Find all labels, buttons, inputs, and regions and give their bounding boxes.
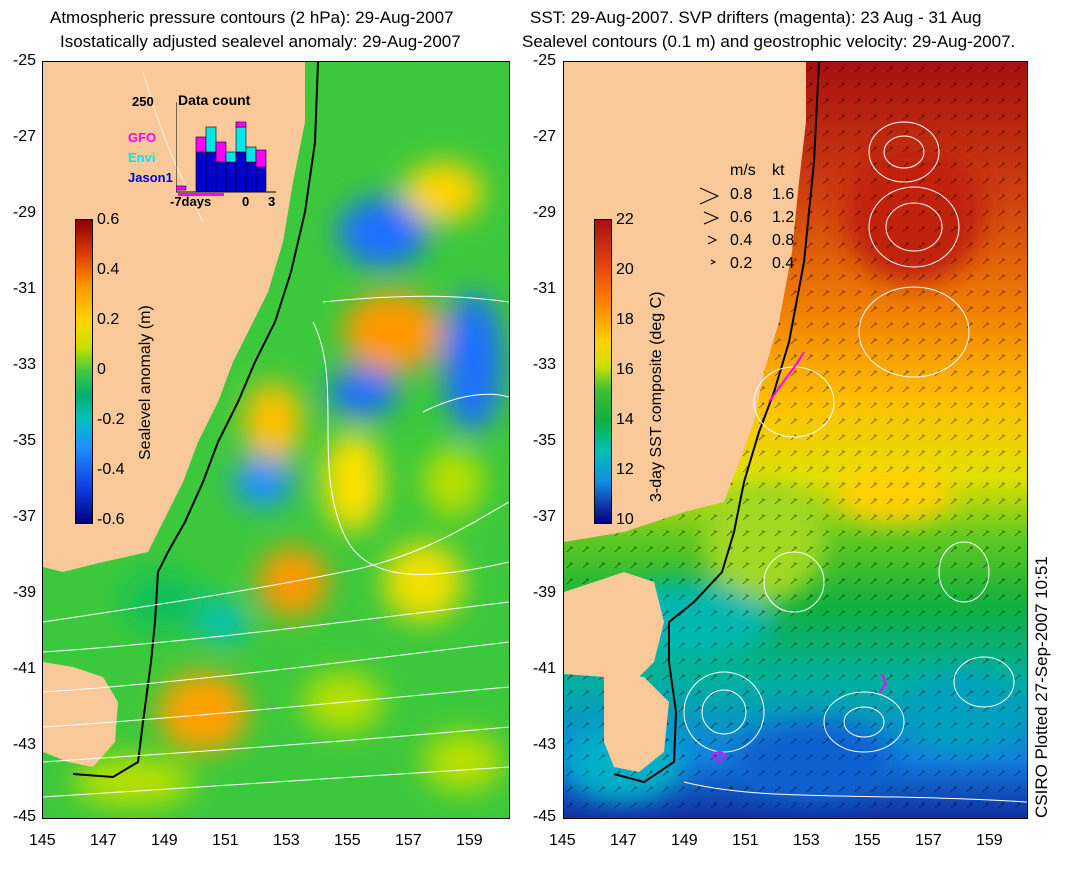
lon-tick-label: 155 xyxy=(334,832,361,849)
lon-tick-label: 145 xyxy=(29,832,56,849)
velocity-key-ms: 0.6 xyxy=(730,209,753,226)
lat-tick-label: -25 xyxy=(12,52,36,69)
inset-x-label-zero: 0 xyxy=(242,194,250,209)
sealevel-tick: 0.2 xyxy=(97,311,120,328)
sealevel-tick: -0.4 xyxy=(97,461,125,478)
sst-tick: 12 xyxy=(616,461,634,478)
sst-tick: 20 xyxy=(616,261,634,278)
mainland-australia xyxy=(564,62,806,542)
lon-tick-label: 159 xyxy=(456,832,483,849)
lat-tick-label: -27 xyxy=(12,128,36,145)
lon-tick-label: 151 xyxy=(212,832,239,849)
lat-tick-label: -33 xyxy=(532,356,556,373)
lat-tick-label: -39 xyxy=(532,584,556,601)
lat-tick-label: -37 xyxy=(532,508,556,525)
lon-tick-label: 145 xyxy=(549,832,576,849)
sst-field xyxy=(564,62,1027,818)
right-title-line2: Sealevel contours (0.1 m) and geostrophi… xyxy=(522,32,1016,51)
tasmania xyxy=(604,672,669,772)
inset-max-label: 250 xyxy=(132,94,154,109)
lat-tick-label: -35 xyxy=(12,432,36,449)
sealevel-tick: 0.6 xyxy=(97,211,120,228)
lon-tick-label: 157 xyxy=(915,832,942,849)
lat-tick-label: -31 xyxy=(12,280,36,297)
lon-tick-label: 153 xyxy=(273,832,300,849)
velocity-key-kt: 1.2 xyxy=(772,209,795,226)
velocity-key: m/s kt 0.8 1.6 0.6 1.2 0.4 0.8 0.2 0.4 xyxy=(698,162,818,272)
velocity-key-header-kt: kt xyxy=(772,162,785,179)
sst-tick: 14 xyxy=(616,411,634,428)
sealevel-tick: 0.4 xyxy=(97,261,120,278)
lon-tick-label: 147 xyxy=(610,832,637,849)
inset-bars xyxy=(176,102,276,196)
sealevel-tick: 0 xyxy=(97,361,106,378)
velocity-key-kt: 0.8 xyxy=(772,232,795,249)
sst-colorbar-label: 3-day SST composite (deg C) xyxy=(648,291,665,502)
lon-tick-label: 151 xyxy=(732,832,759,849)
lat-tick-label: -41 xyxy=(532,660,556,677)
sst-colorbar xyxy=(594,219,612,524)
lat-tick-label: -29 xyxy=(532,204,556,221)
lon-tick-label: 153 xyxy=(793,832,820,849)
lon-tick-label: 149 xyxy=(151,832,178,849)
lat-tick-label: -43 xyxy=(12,736,36,753)
lat-tick-label: -41 xyxy=(12,660,36,677)
lon-tick-label: 157 xyxy=(395,832,422,849)
left-title-line1: Atmospheric pressure contours (2 hPa): 2… xyxy=(50,8,454,27)
velocity-key-kt: 0.4 xyxy=(772,255,795,272)
lat-tick-label: -29 xyxy=(12,204,36,221)
velocity-key-header-ms: m/s xyxy=(730,162,756,179)
inset-x-label-end: 3 xyxy=(268,194,276,209)
velocity-arrow-glyphs xyxy=(699,187,720,265)
lat-tick-label: -33 xyxy=(12,356,36,373)
inset-x-label-start: -7days xyxy=(170,194,212,209)
inset-title: Data count xyxy=(178,92,251,108)
right-title-line1: SST: 29-Aug-2007. SVP drifters (magenta)… xyxy=(530,8,982,27)
legend-envi: Envi xyxy=(128,150,156,165)
lat-tick-label: -43 xyxy=(532,736,556,753)
lon-tick-label: 149 xyxy=(671,832,698,849)
lon-tick-label: 159 xyxy=(976,832,1003,849)
sst-tick: 22 xyxy=(616,211,634,228)
sst-tick: 16 xyxy=(616,361,634,378)
lat-tick-label: -35 xyxy=(532,432,556,449)
lon-tick-label: 147 xyxy=(90,832,117,849)
lat-tick-label: -45 xyxy=(532,808,556,825)
sealevel-colorbar xyxy=(75,219,93,524)
lat-tick-label: -37 xyxy=(12,508,36,525)
sealevel-tick: -0.6 xyxy=(97,511,125,528)
sst-map: 22 20 18 16 14 12 10 3-day SST composite… xyxy=(563,61,1028,819)
sst-tick: 18 xyxy=(616,311,634,328)
left-title-line2: Isostatically adjusted sealevel anomaly:… xyxy=(60,32,461,51)
lat-tick-label: -31 xyxy=(532,280,556,297)
sst-tick: 10 xyxy=(616,511,634,528)
victoria-coast xyxy=(564,572,664,682)
lat-tick-label: -25 xyxy=(532,52,556,69)
lat-tick-label: -39 xyxy=(12,584,36,601)
sealevel-colorbar-label: Sealevel anomaly (m) xyxy=(137,305,154,460)
legend-gfo: GFO xyxy=(128,130,157,145)
lat-tick-label: -45 xyxy=(12,808,36,825)
velocity-key-ms: 0.2 xyxy=(730,255,753,272)
lat-tick-label: -27 xyxy=(532,128,556,145)
lon-tick-label: 155 xyxy=(854,832,881,849)
sealevel-tick: -0.2 xyxy=(97,411,125,428)
velocity-key-kt: 1.6 xyxy=(772,186,795,203)
velocity-key-ms: 0.4 xyxy=(730,232,753,249)
sealevel-anomaly-map: 250 Data count GFO Envi Jason1 xyxy=(42,61,510,819)
data-count-inset: 250 Data count GFO Envi Jason1 xyxy=(128,92,308,217)
velocity-key-ms: 0.8 xyxy=(730,186,753,203)
plot-credit: CSIRO Plotted 27-Sep-2007 10:51 xyxy=(1032,556,1051,818)
legend-jason1: Jason1 xyxy=(128,170,173,185)
